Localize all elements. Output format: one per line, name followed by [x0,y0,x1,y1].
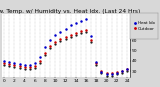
Title: Milw. Temp. w/ Humidity vs. Heat Idx. (Last 24 Hrs): Milw. Temp. w/ Humidity vs. Heat Idx. (L… [0,9,141,14]
Legend: Heat Idx, Outdoor: Heat Idx, Outdoor [132,21,156,32]
